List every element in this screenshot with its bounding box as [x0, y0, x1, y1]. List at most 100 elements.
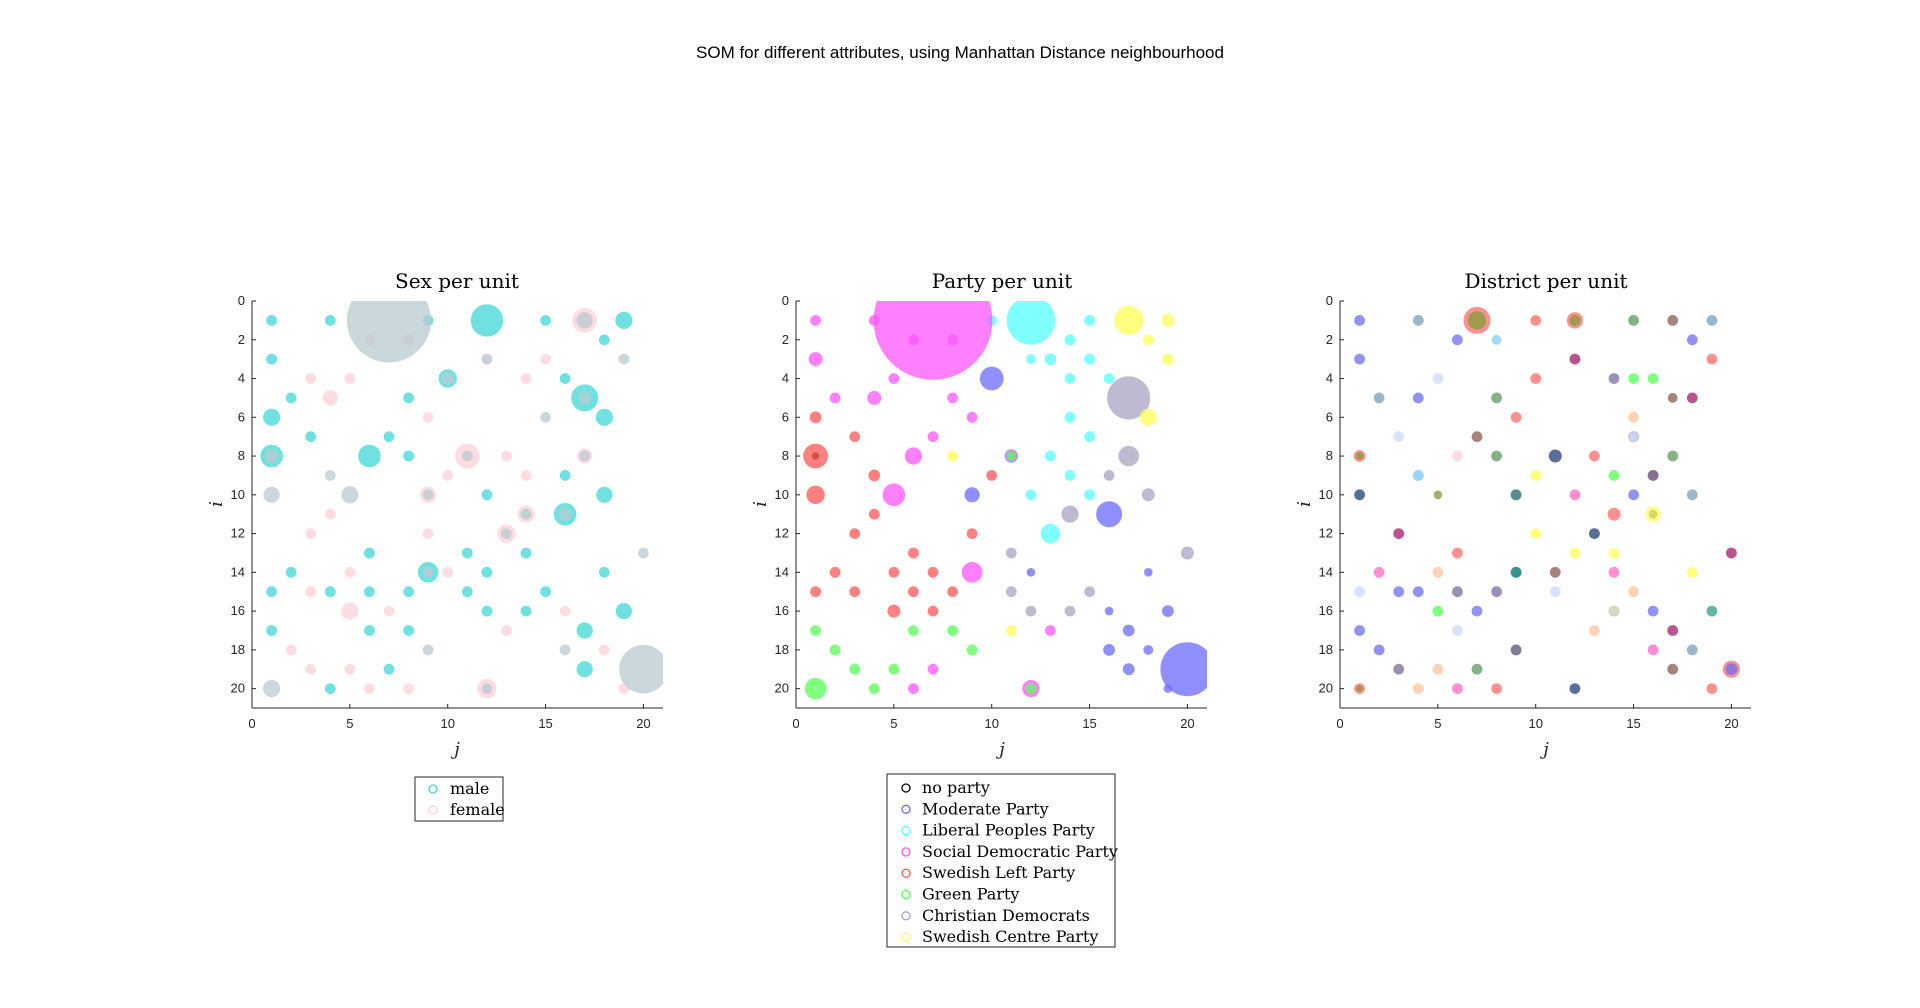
party-chart-title: Party per unit [932, 269, 1073, 293]
party-data-point [986, 470, 998, 481]
district-data-point [1628, 315, 1639, 326]
sex-data-point [341, 486, 359, 504]
sex-x-tick-label: 15 [538, 716, 552, 731]
party-data-point [867, 390, 882, 405]
district-data-point [1589, 528, 1600, 539]
sex-data-point [520, 373, 532, 384]
district-data-point [1686, 489, 1698, 501]
party-data-point [1084, 353, 1095, 365]
sex-data-point [305, 663, 317, 675]
sex-data-point [470, 304, 504, 337]
legend-marker-male [428, 784, 438, 794]
sex-data-point [305, 431, 317, 443]
sex-y-tick-label: 4 [238, 371, 245, 386]
sex-data-point [364, 625, 375, 636]
sex-data-point [540, 411, 551, 423]
sex-y-tick-label: 18 [231, 642, 245, 657]
district-y-axis-label: i [1294, 501, 1315, 507]
party-data-point [1064, 334, 1076, 346]
sex-chart-title: Sex per unit [395, 269, 519, 293]
sex-plot-area [260, 301, 663, 699]
party-y-tick-label: 12 [775, 526, 789, 541]
party-y-tick-label: 14 [775, 564, 789, 579]
party-legend-label: Green Party [922, 885, 1019, 904]
party-data-point [927, 663, 939, 675]
sex-data-point [266, 586, 277, 598]
party-x-tick-label: 15 [1082, 716, 1096, 731]
district-series-1 [1355, 311, 1581, 692]
district-data-point [1628, 373, 1639, 384]
sex-data-point [442, 566, 454, 578]
party-data-point [1025, 605, 1037, 617]
sex-y-tick-label: 0 [238, 293, 245, 308]
district-data-point [1491, 683, 1502, 694]
party-data-point [1005, 547, 1017, 559]
party-data-point [1045, 450, 1056, 462]
district-y-tick-label: 14 [1319, 564, 1333, 579]
party-data-point [1064, 470, 1076, 481]
party-data-point [804, 677, 827, 700]
district-x-tick-label: 10 [1528, 716, 1542, 731]
sex-data-point [344, 663, 356, 675]
sex-data-point [559, 470, 571, 481]
sex-data-point [305, 528, 317, 539]
district-data-point [1412, 470, 1424, 481]
sex-data-point [598, 644, 610, 656]
party-legend-marker [901, 868, 911, 878]
party-legend-marker [901, 889, 911, 900]
district-x-axis-label: j [1539, 739, 1549, 760]
party-legend-label: Moderate Party [922, 799, 1049, 818]
district-data-point [1569, 315, 1581, 326]
district-data-point [1412, 683, 1424, 694]
district-data-point [1686, 644, 1698, 656]
district-data-point [1686, 334, 1698, 346]
party-y-tick-label: 6 [782, 409, 789, 424]
sex-data-point [461, 586, 473, 598]
sex-data-point [263, 680, 281, 698]
party-axes: 0 5 10 15 20 0 2 4 6 8 10 12 14 16 18 20 [775, 293, 1207, 731]
sex-data-point [383, 431, 395, 443]
party-data-point [1006, 451, 1017, 461]
party-series-social-democratic-party [808, 301, 1056, 698]
party-x-tick-label: 20 [1180, 716, 1194, 731]
district-data-point [1629, 432, 1638, 441]
sex-data-point [383, 663, 395, 675]
district-data-point [1608, 547, 1620, 559]
district-data-point [1706, 605, 1718, 617]
party-data-point [1025, 683, 1037, 694]
district-data-point [1647, 644, 1659, 656]
party-legend-items: no party Moderate Party Liberal Peoples Pa… [901, 778, 1118, 946]
sex-data-point [576, 622, 593, 639]
district-x-tick-label: 20 [1724, 716, 1738, 731]
sex-data-point [579, 450, 591, 462]
sex-y-tick-label: 14 [231, 564, 245, 579]
sex-data-point [501, 625, 512, 636]
district-x-tick-label: 15 [1626, 716, 1640, 731]
sex-data-point [559, 373, 571, 384]
district-data-point [1569, 683, 1581, 694]
party-data-point [964, 487, 980, 503]
sex-data-point [403, 450, 414, 462]
sex-data-point [322, 390, 338, 406]
district-data-point [1628, 411, 1639, 423]
party-data-point [908, 683, 919, 694]
party-data-point [1103, 470, 1115, 481]
party-legend-marker [901, 783, 911, 793]
party-data-point [873, 301, 993, 380]
district-data-point [1589, 450, 1600, 462]
district-data-point [1510, 489, 1522, 501]
party-x-tick-label: 10 [984, 716, 998, 731]
sex-y-tick-label: 10 [231, 487, 245, 502]
party-data-point [1006, 301, 1056, 345]
sex-data-point [324, 470, 336, 481]
sex-data-point [364, 547, 375, 559]
district-data-point [1667, 393, 1678, 403]
party-legend-label: Swedish Left Party [922, 863, 1075, 882]
sex-y-tick-label: 2 [238, 332, 245, 347]
party-data-point [1103, 373, 1115, 384]
district-data-point [1607, 507, 1621, 521]
district-data-point [1608, 470, 1620, 481]
district-data-point [1608, 373, 1620, 384]
party-data-point [947, 392, 958, 404]
district-data-point [1667, 663, 1679, 675]
